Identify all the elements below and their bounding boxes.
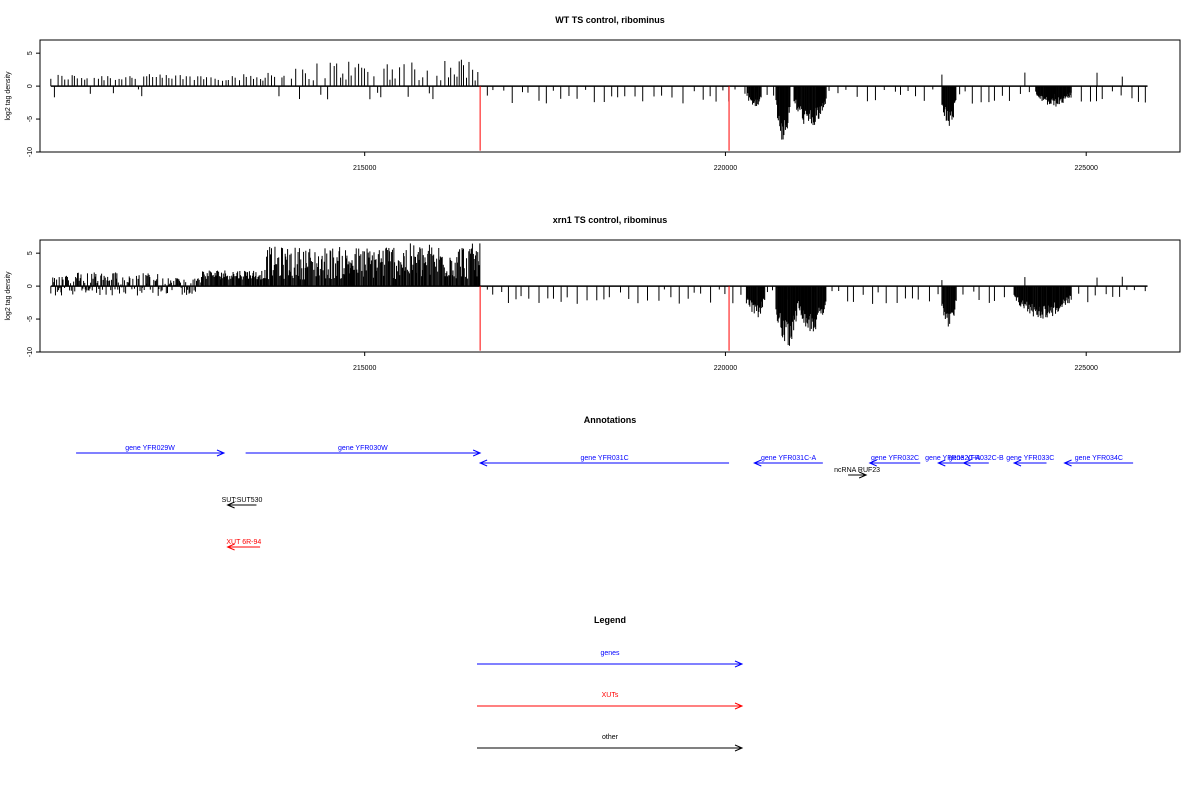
x-tick-label: 220000: [714, 165, 737, 172]
y-axis-label: log2 tag density: [5, 271, 12, 321]
annotation-feature: ncRNA RUF23: [834, 467, 880, 479]
annotation-feature: gene YFR032C: [868, 455, 921, 467]
arrow-head: [472, 449, 482, 457]
x-tick-label: 225000: [1075, 165, 1098, 172]
annotation-label: gene YFR034C: [1075, 455, 1123, 462]
legend-item: genes: [477, 650, 744, 668]
y-tick-label: 0: [27, 284, 34, 288]
annotation-feature: gene YFR033C: [1006, 455, 1054, 467]
panel-wt: WT TS control, ribominus log2 tag densit…: [5, 15, 1181, 172]
y-tick-label: -5: [27, 316, 34, 322]
x-tick-label: 215000: [353, 165, 376, 172]
annotation-label: XUT 6R-94: [226, 539, 261, 546]
panel-title: WT TS control, ribominus: [555, 15, 665, 25]
legend-item: XUTs: [477, 692, 744, 710]
panel-title: xrn1 TS control, ribominus: [553, 215, 668, 225]
y-tick-label: -10: [27, 147, 34, 157]
arrow-head: [216, 449, 226, 457]
arrow-head: [858, 471, 868, 479]
annotation-label: gene YFR031C: [581, 455, 629, 462]
annotation-feature: XUT 6R-94: [226, 539, 261, 551]
legend-title: Legend: [594, 615, 626, 625]
axis-ticks: 5 0 -5 -10 215000 220000 225000: [27, 51, 1098, 172]
x-tick-label: 215000: [353, 365, 376, 372]
legend-label: other: [602, 734, 619, 741]
legend: Legend genes XUTs other: [477, 615, 744, 752]
plot-frame: [39, 239, 1181, 353]
annotations-title: Annotations: [584, 415, 637, 425]
y-tick-label: -10: [27, 347, 34, 357]
annotations-track: Annotations gene YFR029W gene YFR030W gene…: [76, 415, 1134, 551]
panel-xrn1: xrn1 TS control, ribominus log2 tag dens…: [5, 215, 1181, 372]
annotation-feature: gene YFR029W: [76, 445, 226, 457]
y-tick-label: 5: [27, 251, 34, 255]
arrow-head: [1063, 459, 1072, 467]
arrow-head: [1012, 459, 1022, 467]
x-tick-label: 220000: [714, 365, 737, 372]
arrow-head: [753, 459, 762, 467]
arrow-head: [226, 543, 235, 551]
annotation-feature: gene YFR034C: [1063, 455, 1134, 467]
annotation-label: gene YFR030W: [338, 445, 388, 452]
y-axis-label: log2 tag density: [5, 71, 12, 121]
y-tick-label: 5: [27, 51, 34, 55]
annotation-feature: SUT:SUT530: [222, 497, 263, 509]
density-bars: [50, 59, 1148, 151]
legend-label: XUTs: [602, 692, 619, 699]
annotation-feature: gene YFR031C-A: [753, 455, 823, 467]
arrow-head: [962, 459, 971, 467]
axis-ticks: 5 0 -5 -10 215000 220000 225000: [27, 251, 1098, 372]
annotation-label: gene YFR032C-B: [949, 455, 1004, 462]
arrow-head: [734, 660, 744, 668]
arrow-head: [226, 501, 235, 509]
y-tick-label: 0: [27, 84, 34, 88]
arrow-head: [937, 459, 946, 467]
legend-item: other: [477, 734, 744, 752]
x-tick-label: 225000: [1075, 365, 1098, 372]
annotation-label: SUT:SUT530: [222, 497, 263, 504]
annotation-label: ncRNA RUF23: [834, 467, 880, 474]
legend-label: genes: [600, 650, 620, 657]
arrow-head: [734, 702, 744, 710]
arrow-head: [478, 459, 488, 467]
annotation-label: gene YFR032C: [871, 455, 919, 462]
annotation-label: gene YFR029W: [125, 445, 175, 452]
annotation-feature: gene YFR031C: [478, 455, 730, 467]
arrow-head: [734, 744, 744, 752]
annotation-label: gene YFR033C: [1006, 455, 1054, 462]
annotation-label: gene YFR031C-A: [761, 455, 816, 462]
arrow-head: [868, 459, 877, 467]
annotation-feature: gene YFR032C-B: [949, 455, 1004, 467]
annotation-label: gene YFR032C-A: [925, 455, 980, 462]
y-tick-label: -5: [27, 116, 34, 122]
annotation-feature: gene YFR030W: [245, 445, 482, 457]
density-bars: [50, 243, 1148, 351]
plot-frame: [39, 39, 1181, 153]
